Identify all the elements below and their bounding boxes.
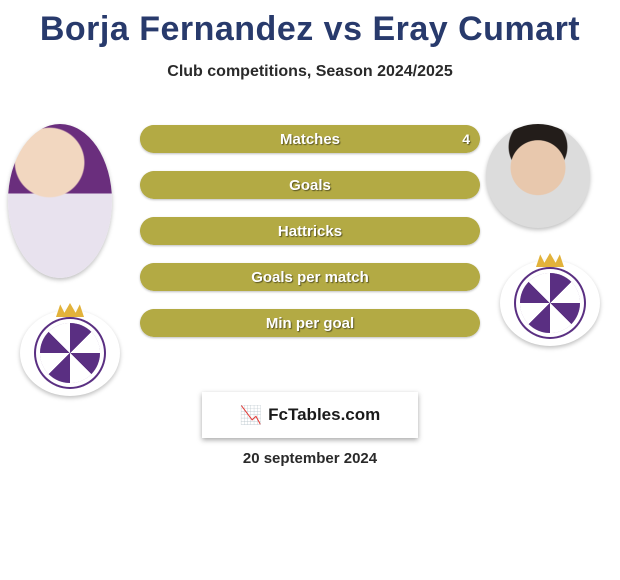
crown-icon xyxy=(56,303,84,317)
club-badge-left xyxy=(20,310,120,396)
stat-label: Goals per match xyxy=(140,263,480,291)
stat-label: Matches xyxy=(140,125,480,153)
stat-label: Hattricks xyxy=(140,217,480,245)
stat-row: Hattricks xyxy=(140,217,480,245)
chart-icon: 📈 xyxy=(240,405,262,426)
stat-value-right: 4 xyxy=(462,125,470,153)
shield-icon xyxy=(520,273,580,333)
crown-icon xyxy=(536,253,564,267)
shield-icon xyxy=(40,323,100,383)
stat-label: Goals xyxy=(140,171,480,199)
club-badge-right xyxy=(500,260,600,346)
stat-label: Min per goal xyxy=(140,309,480,337)
stats-container: Matches4 Goals Hattricks Goals per match Min… xyxy=(140,125,480,355)
brand-label: FcTables.com xyxy=(268,405,380,425)
page-title: Borja Fernandez vs Eray Cumart xyxy=(0,0,620,49)
player-left-photo xyxy=(8,124,112,278)
player-right-photo xyxy=(486,124,590,228)
stat-row: Matches4 xyxy=(140,125,480,153)
brand-box: 📈 FcTables.com xyxy=(202,392,418,438)
stat-row: Goals xyxy=(140,171,480,199)
date-label: 20 september 2024 xyxy=(0,450,620,467)
stat-row: Goals per match xyxy=(140,263,480,291)
page-subtitle: Club competitions, Season 2024/2025 xyxy=(0,63,620,81)
stat-row: Min per goal xyxy=(140,309,480,337)
